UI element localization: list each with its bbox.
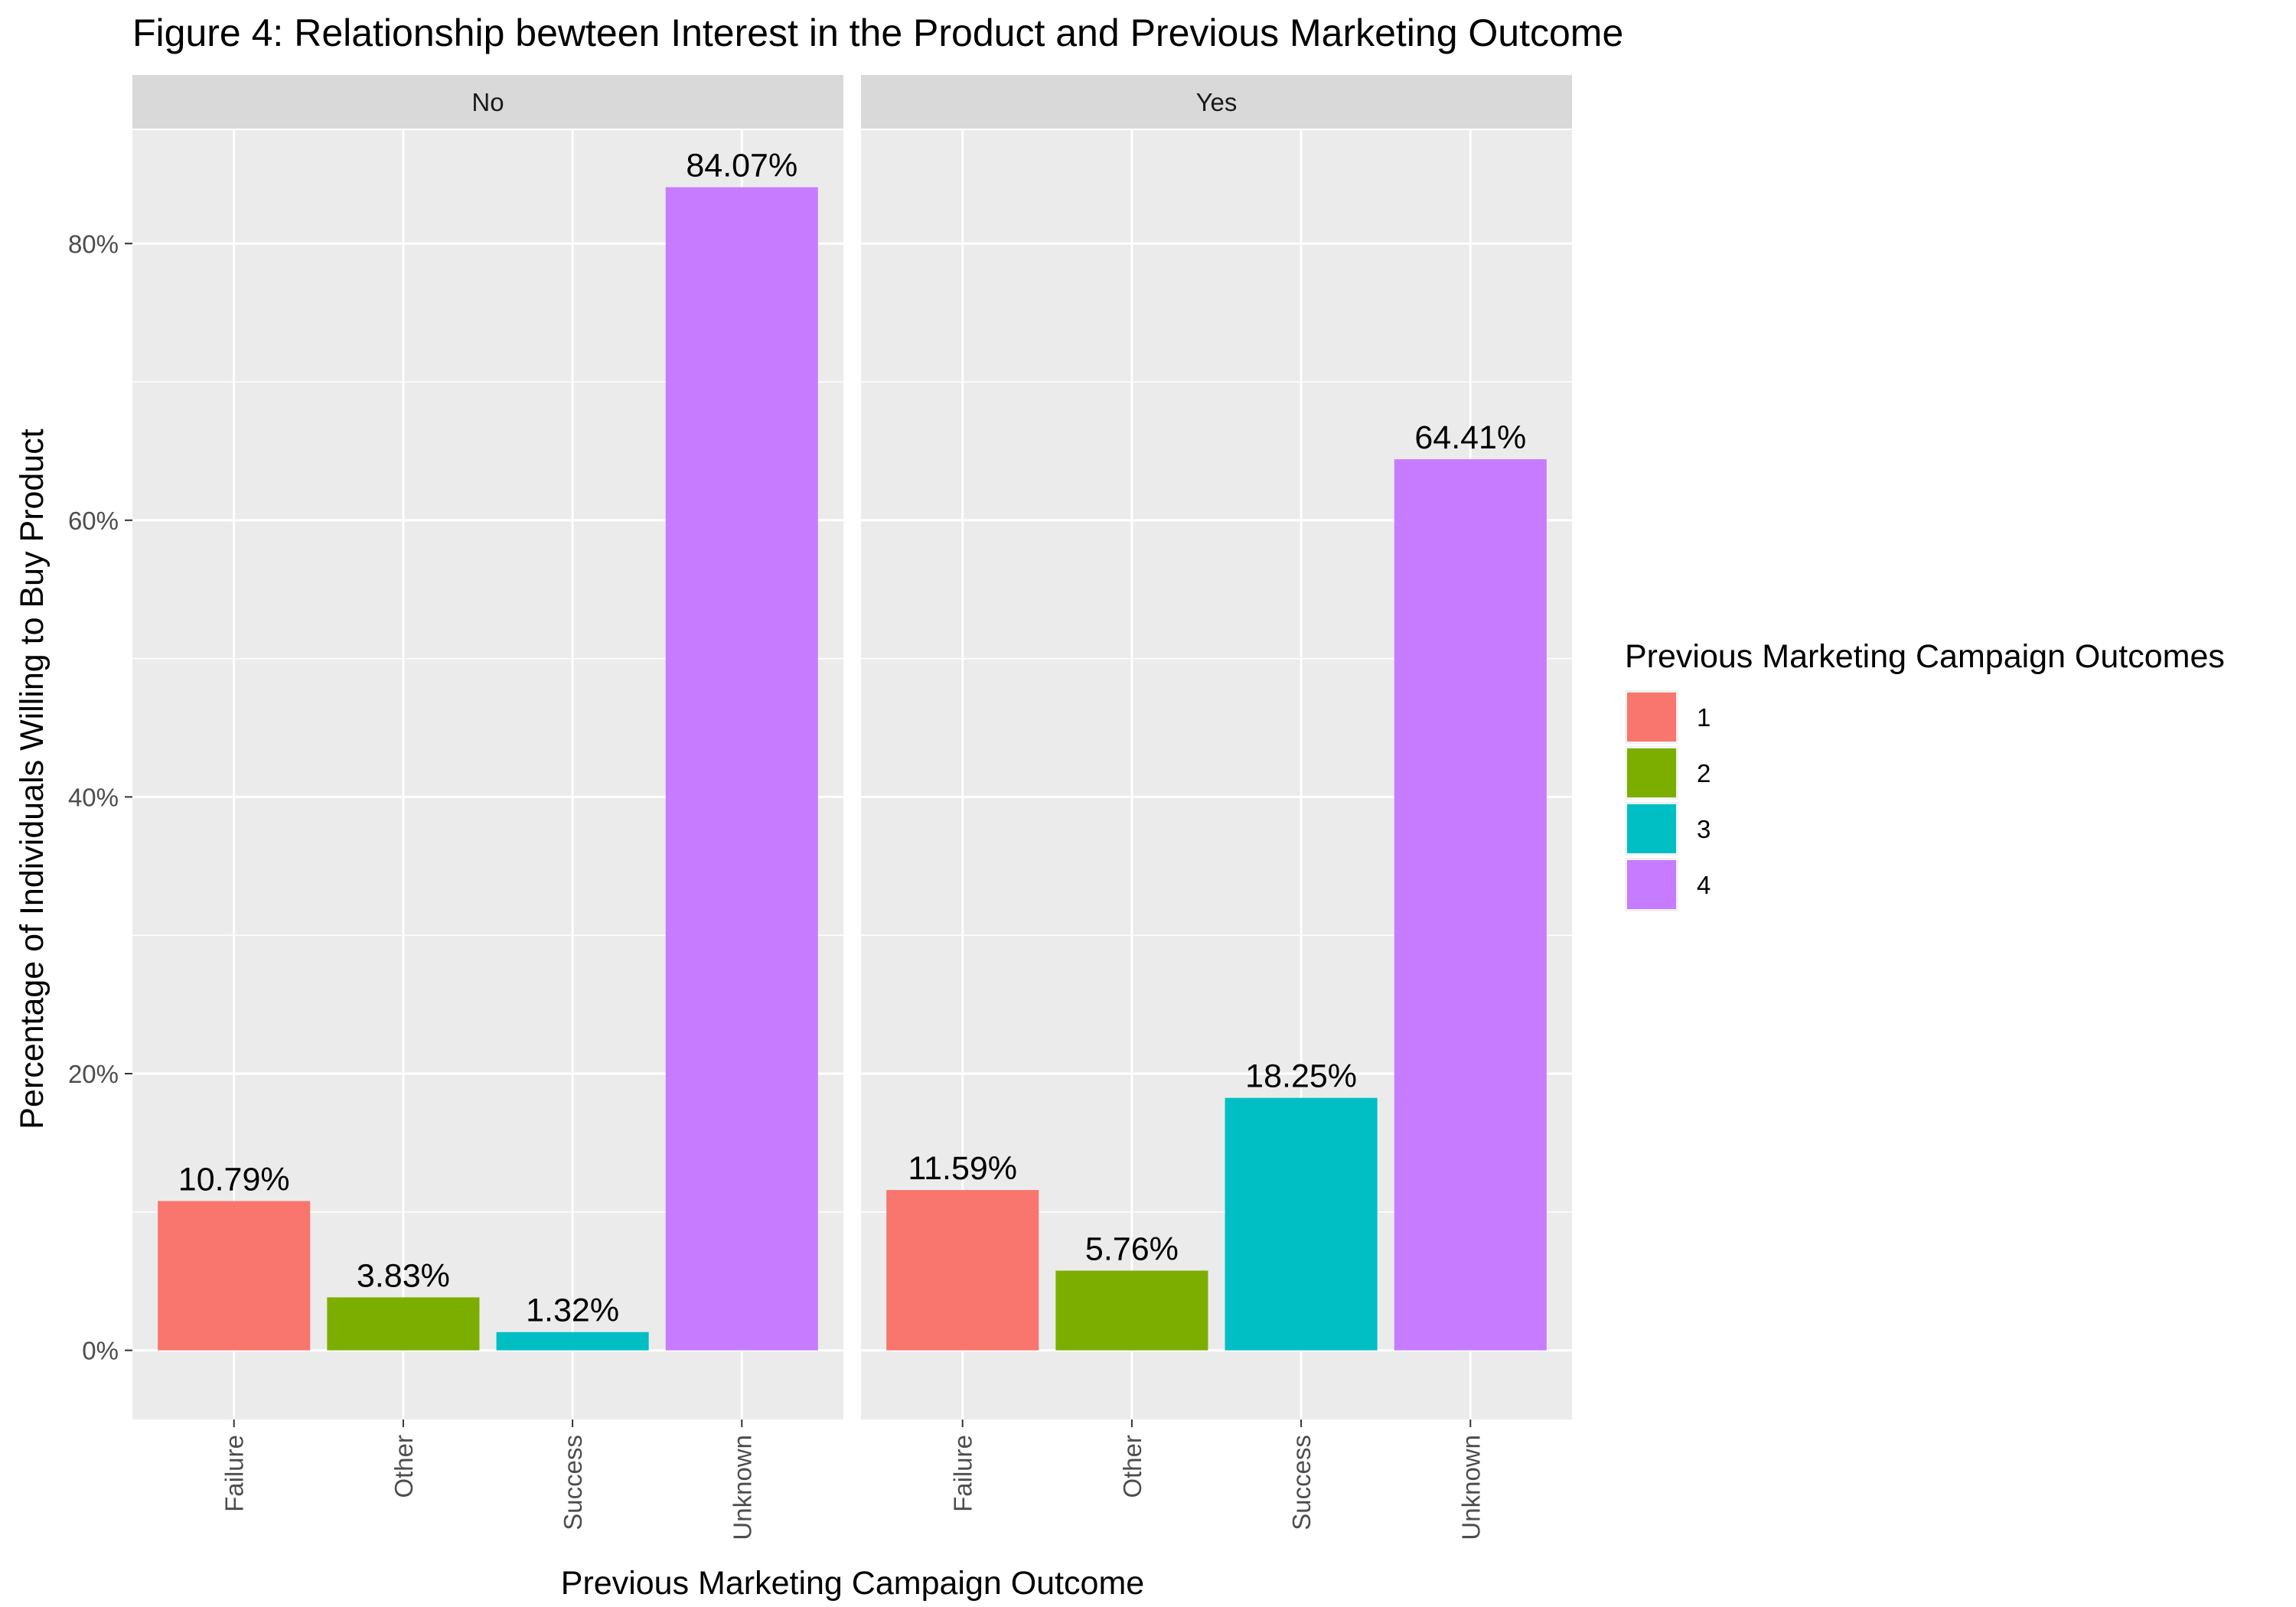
bar-yes-failure (886, 1190, 1039, 1351)
data-label: 18.25% (1245, 1058, 1357, 1095)
bar-no-unknown (665, 187, 818, 1351)
x-tick-label: Other (390, 1435, 418, 1498)
y-tick-label: 40% (68, 783, 119, 811)
legend-swatch-3 (1627, 804, 1676, 853)
legend-label: 3 (1697, 815, 1711, 843)
chart-title: Figure 4: Relationship bewteen Interest … (132, 11, 1623, 54)
bar-no-failure (158, 1201, 311, 1351)
legend: Previous Marketing Campaign Outcomes 1 2 3… (1625, 638, 2225, 911)
data-label: 3.83% (357, 1257, 450, 1294)
x-axis-title: Previous Marketing Campaign Outcome (561, 1565, 1144, 1602)
y-axis-title: Percentage of Individuals Willing to Buy… (14, 429, 51, 1129)
legend-label: 1 (1697, 703, 1711, 732)
legend-swatch-2 (1627, 748, 1676, 797)
x-tick-label: Success (559, 1435, 587, 1530)
data-label: 11.59% (908, 1150, 1017, 1187)
legend-swatch-1 (1627, 693, 1676, 742)
data-label: 64.41% (1414, 419, 1526, 456)
data-label: 5.76% (1085, 1231, 1179, 1267)
x-tick-label: Failure (220, 1435, 249, 1512)
legend-title: Previous Marketing Campaign Outcomes (1625, 638, 2225, 675)
facet-strip-label: Yes (1196, 88, 1238, 116)
y-tick-label: 60% (68, 507, 119, 535)
facet-strip-label: No (471, 88, 504, 116)
legend-label: 2 (1697, 759, 1711, 787)
y-axis: 0% 20% 40% 60% 80% (68, 230, 132, 1365)
facet-strip (861, 75, 1572, 129)
facet-no: No 10.79% 3.83% 1.32% 84.07% Failure Other Succ… (132, 75, 843, 1540)
facets: No 10.79% 3.83% 1.32% 84.07% Failure Other Succ… (68, 75, 1572, 1540)
bar-yes-success (1225, 1097, 1378, 1351)
facet-yes: Yes 11.59% 5.76% 18.25% 64.41% Failure Other Su… (861, 75, 1572, 1540)
legend-swatch-4 (1627, 860, 1676, 909)
bar-no-success (496, 1332, 649, 1351)
bar-yes-unknown (1394, 459, 1547, 1351)
y-tick-label: 0% (82, 1337, 119, 1365)
x-tick-label: Other (1118, 1435, 1146, 1498)
x-tick-label: Unknown (1456, 1435, 1485, 1540)
data-label: 1.32% (526, 1292, 619, 1329)
bar-no-other (327, 1297, 480, 1351)
x-tick-label: Unknown (728, 1435, 756, 1540)
bar-yes-other (1055, 1270, 1208, 1351)
data-label: 10.79% (178, 1162, 290, 1198)
y-tick-label: 80% (68, 230, 119, 258)
facet-strip (132, 75, 843, 129)
data-label: 84.07% (686, 148, 797, 184)
y-tick-label: 20% (68, 1060, 119, 1088)
x-tick-label: Success (1287, 1435, 1316, 1530)
legend-label: 4 (1697, 871, 1711, 899)
x-tick-label: Failure (949, 1435, 977, 1512)
